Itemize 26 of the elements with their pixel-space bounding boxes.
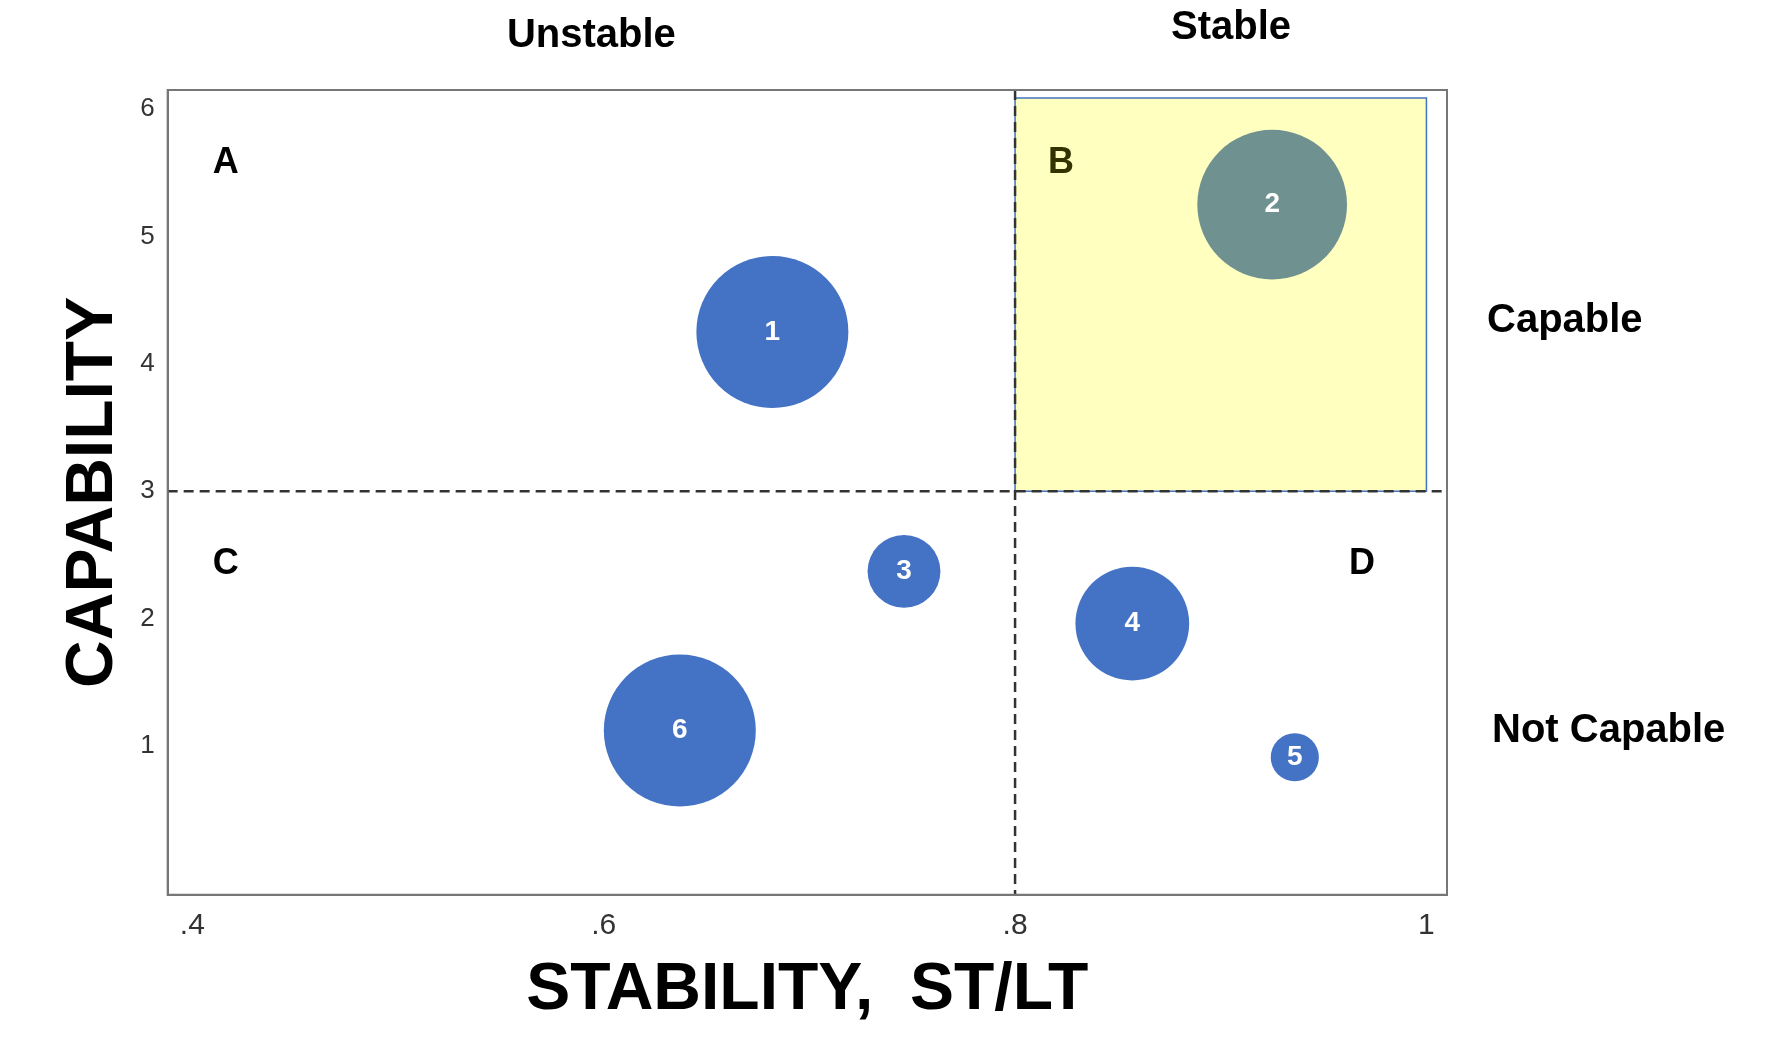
y-tick-label: 6 bbox=[140, 92, 155, 123]
annotation: D bbox=[1349, 541, 1375, 583]
x-tick-label: .4 bbox=[179, 907, 205, 941]
y-tick-label: 4 bbox=[140, 346, 155, 377]
annotation: 6 bbox=[672, 713, 688, 745]
x-tick-label: .6 bbox=[591, 907, 617, 941]
annotation: 4 bbox=[1124, 606, 1141, 638]
annotation: 5 bbox=[1287, 739, 1303, 771]
annotation: 3 bbox=[896, 554, 912, 586]
text: Capable bbox=[1487, 295, 1643, 340]
annotation: A bbox=[212, 139, 239, 181]
y-tick-label: 1 bbox=[140, 728, 155, 759]
text: Unstable bbox=[506, 11, 676, 56]
y-axis-title: CAPABILITY bbox=[51, 296, 126, 688]
annotation: C bbox=[212, 541, 239, 583]
annotation: 2 bbox=[1264, 187, 1280, 219]
y-tick-label: 3 bbox=[140, 474, 155, 505]
x-tick-label: 1 bbox=[1418, 907, 1435, 941]
x-tick-label: .8 bbox=[1002, 907, 1028, 941]
annotation: 1 bbox=[764, 314, 781, 346]
annotation: B bbox=[1048, 139, 1075, 181]
text: Not Capable bbox=[1492, 705, 1726, 750]
y-tick-label: 5 bbox=[140, 219, 155, 250]
x-axis-title: STABILITY, ST/LT bbox=[526, 948, 1089, 1023]
y-tick-label: 2 bbox=[140, 601, 155, 632]
text: Stable bbox=[1171, 3, 1292, 48]
